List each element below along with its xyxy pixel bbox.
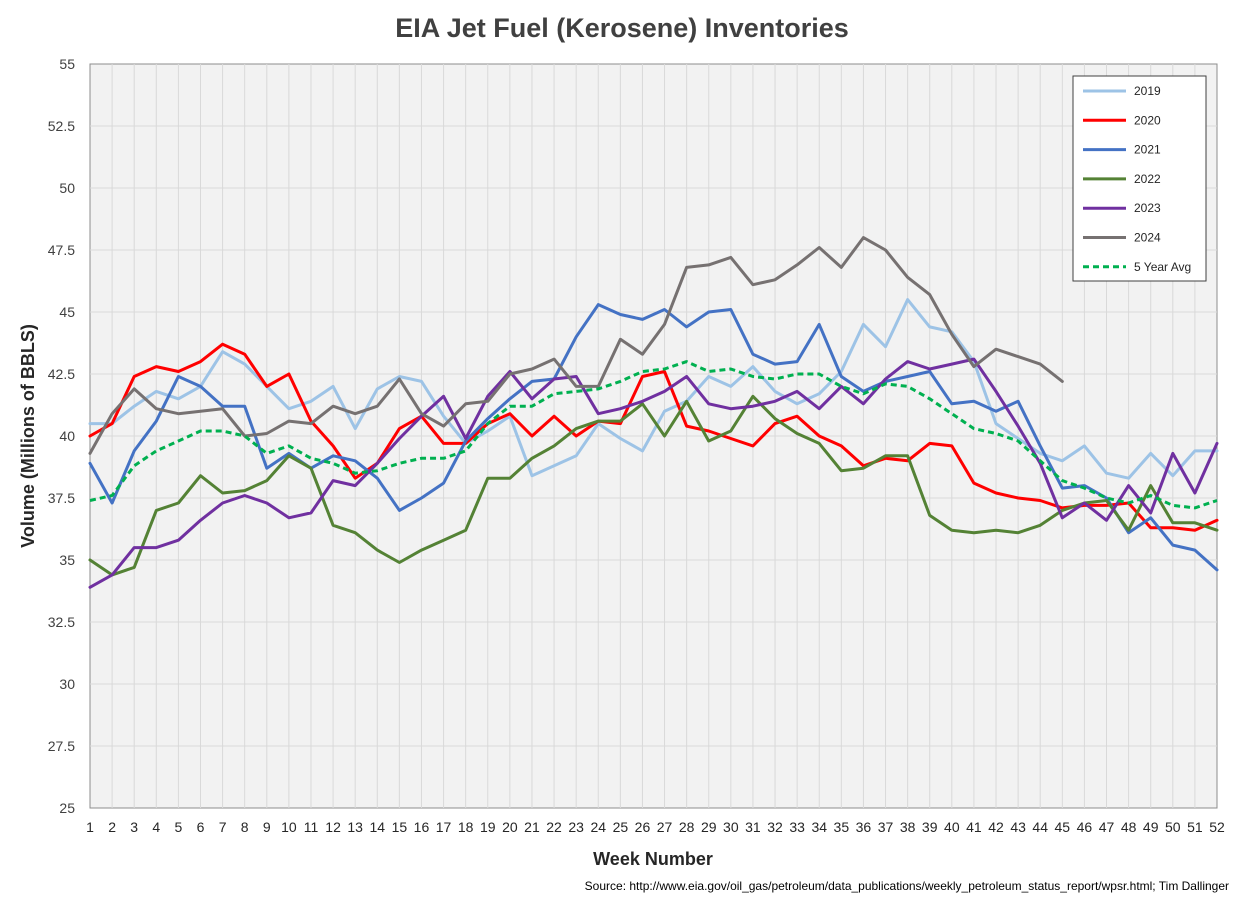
x-tick-label: 27 xyxy=(657,819,673,835)
x-tick-label: 35 xyxy=(834,819,850,835)
x-tick-label: 26 xyxy=(635,819,651,835)
x-tick-label: 18 xyxy=(458,819,474,835)
x-tick-label: 51 xyxy=(1187,819,1203,835)
y-tick-label: 37.5 xyxy=(48,490,75,506)
x-tick-label: 45 xyxy=(1055,819,1071,835)
legend: 2019 2020 2021 2022 2023 2024 5 Year Avg xyxy=(1072,75,1207,282)
x-tick-label: 28 xyxy=(679,819,695,835)
x-tick-label: 21 xyxy=(524,819,540,835)
x-tick-label: 2 xyxy=(108,819,116,835)
x-tick-label: 19 xyxy=(480,819,496,835)
series-line-2021 xyxy=(88,303,1219,572)
x-tick-label: 37 xyxy=(878,819,894,835)
x-tick-label: 15 xyxy=(392,819,408,835)
legend-label: 5 Year Avg xyxy=(1134,260,1191,274)
x-tick-label: 11 xyxy=(304,819,319,835)
x-tick-label: 30 xyxy=(723,819,739,835)
y-axis-label: Volume (Millions of BBLS) xyxy=(18,324,38,548)
x-tick-label: 49 xyxy=(1143,819,1159,835)
y-tick-label: 52.5 xyxy=(48,118,75,134)
x-tick-label: 36 xyxy=(856,819,872,835)
legend-label: 2022 xyxy=(1134,172,1161,186)
x-tick-label: 44 xyxy=(1032,819,1048,835)
x-tick-label: 32 xyxy=(767,819,783,835)
legend-label: 2021 xyxy=(1134,143,1161,157)
x-tick-label: 23 xyxy=(568,819,584,835)
series-line-2023 xyxy=(88,357,1219,589)
x-tick-label: 8 xyxy=(241,819,249,835)
legend-label: 2024 xyxy=(1134,231,1161,245)
x-tick-label: 52 xyxy=(1209,819,1225,835)
series-line-2022 xyxy=(88,394,1219,577)
x-tick-label: 46 xyxy=(1077,819,1093,835)
x-axis-label: Week Number xyxy=(593,849,713,869)
source-note: Source: http://www.eia.gov/oil_gas/petro… xyxy=(585,879,1229,893)
x-tick-label: 16 xyxy=(414,819,430,835)
x-axis-tick-labels: 1 2 3 4 5 6 7 8 9 10 11 12 13 14 15 16 17 18 19 20 21 22 23 24 2… xyxy=(86,819,1225,835)
gridlines xyxy=(90,64,1217,808)
y-tick-label: 30 xyxy=(59,676,75,692)
y-tick-label: 32.5 xyxy=(48,614,75,630)
x-tick-label: 12 xyxy=(325,819,341,835)
x-tick-label: 31 xyxy=(745,819,761,835)
x-tick-label: 1 xyxy=(86,819,94,835)
x-tick-label: 33 xyxy=(789,819,805,835)
y-tick-label: 42.5 xyxy=(48,366,75,382)
y-tick-label: 35 xyxy=(59,552,75,568)
x-tick-label: 20 xyxy=(502,819,518,835)
series-line-5-year-avg xyxy=(89,360,1218,510)
x-tick-label: 5 xyxy=(174,819,182,835)
x-tick-label: 41 xyxy=(966,819,982,835)
x-tick-label: 47 xyxy=(1099,819,1115,835)
legend-label: 2023 xyxy=(1134,201,1161,215)
x-tick-label: 17 xyxy=(436,819,452,835)
y-tick-label: 45 xyxy=(59,304,75,320)
x-tick-label: 24 xyxy=(590,819,606,835)
chart-title: EIA Jet Fuel (Kerosene) Inventories xyxy=(395,13,849,43)
x-tick-label: 29 xyxy=(701,819,717,835)
legend-label: 2019 xyxy=(1134,84,1161,98)
series-lines xyxy=(88,236,1219,589)
x-tick-label: 50 xyxy=(1165,819,1181,835)
y-tick-label: 25 xyxy=(59,800,75,816)
x-tick-label: 6 xyxy=(197,819,205,835)
x-tick-label: 14 xyxy=(369,819,385,835)
series-line-2020 xyxy=(88,342,1219,532)
x-tick-label: 43 xyxy=(1010,819,1026,835)
x-tick-label: 3 xyxy=(130,819,138,835)
x-tick-label: 7 xyxy=(219,819,227,835)
x-tick-label: 42 xyxy=(988,819,1004,835)
x-tick-label: 13 xyxy=(347,819,363,835)
y-axis-tick-labels: 25 27.5 30 32.5 35 37.5 40 42.5 45 47.5 50 52.5 55 xyxy=(48,56,75,816)
y-tick-label: 55 xyxy=(59,56,75,72)
x-tick-label: 39 xyxy=(922,819,938,835)
x-tick-label: 4 xyxy=(152,819,160,835)
x-tick-label: 22 xyxy=(546,819,562,835)
x-tick-label: 10 xyxy=(281,819,297,835)
x-tick-label: 34 xyxy=(811,819,827,835)
legend-label: 2020 xyxy=(1134,113,1161,127)
y-tick-label: 50 xyxy=(59,180,75,196)
x-tick-label: 40 xyxy=(944,819,960,835)
series-line-2024 xyxy=(88,236,1064,455)
y-tick-label: 40 xyxy=(59,428,75,444)
y-tick-label: 27.5 xyxy=(48,738,75,754)
x-tick-label: 38 xyxy=(900,819,916,835)
x-tick-label: 25 xyxy=(613,819,629,835)
y-tick-label: 47.5 xyxy=(48,242,75,258)
x-tick-label: 9 xyxy=(263,819,271,835)
x-tick-label: 48 xyxy=(1121,819,1137,835)
